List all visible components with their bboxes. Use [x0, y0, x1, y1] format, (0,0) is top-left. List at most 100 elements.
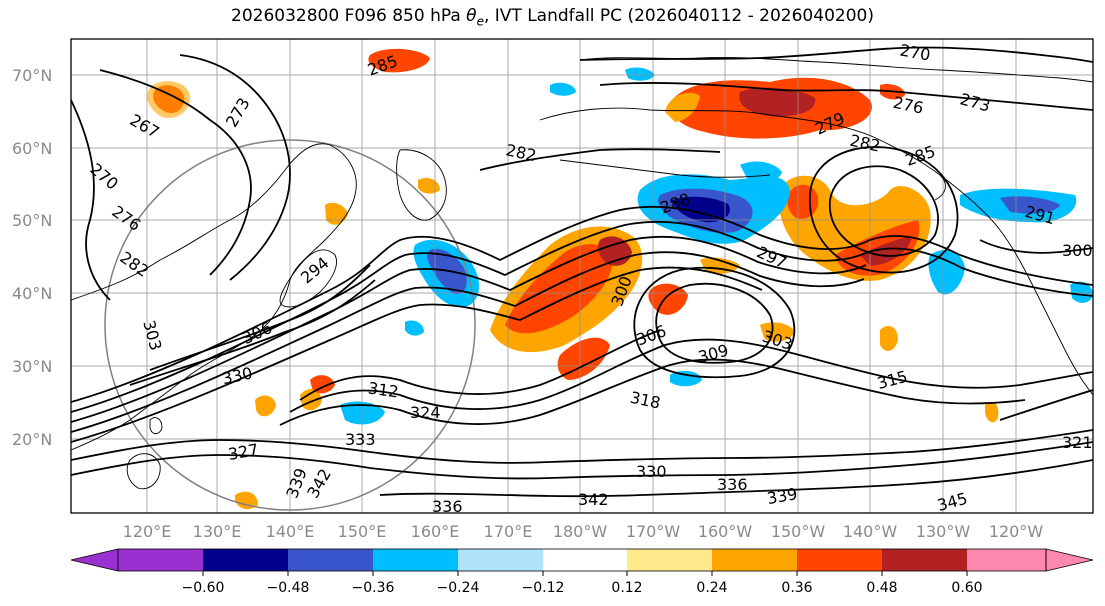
- contour: [149, 264, 371, 371]
- contour: [655, 282, 774, 364]
- contour: [99, 69, 252, 276]
- shade-np-blue-n: [740, 161, 782, 184]
- shade-ne-blue: [625, 67, 655, 81]
- lon-label: 160°W: [698, 522, 753, 541]
- colorbar-tick-label: 0.48: [866, 580, 897, 596]
- shade-sw-orange3: [310, 375, 335, 394]
- lon-label: 150°W: [771, 522, 826, 541]
- shade-goa-darkred: [860, 236, 912, 266]
- colorbar-tick-label: −0.24: [437, 580, 480, 596]
- contour: [279, 358, 1026, 426]
- shade-e-blue: [1070, 281, 1093, 303]
- colorbar-segment: [118, 549, 203, 571]
- coast-japan: [279, 249, 337, 308]
- lon-label: 130°W: [916, 522, 971, 541]
- title-suffix: , IVT Landfall PC (2026040112 - 20260402…: [483, 6, 874, 26]
- contour: [979, 239, 1093, 254]
- contour: [828, 165, 939, 257]
- theta-symbol: θ: [466, 6, 477, 26]
- colorbar-tick-label: −0.12: [522, 580, 565, 596]
- colorbar-segment: [967, 549, 1046, 571]
- coast-northamerica: [939, 174, 1093, 396]
- shade-mid-blue: [405, 320, 424, 336]
- contour: [129, 279, 376, 386]
- contour: [809, 146, 959, 274]
- shade-e-orange: [985, 401, 999, 423]
- coast-kamchatka: [396, 149, 447, 221]
- contour: [999, 389, 1093, 421]
- colorbar-tick-label: 0.12: [611, 580, 642, 596]
- lon-label: 130°E: [193, 522, 242, 541]
- colorbar-segment: [288, 549, 373, 571]
- lon-label: 140°W: [843, 522, 898, 541]
- contour-label: 333: [345, 430, 376, 449]
- contour: [579, 46, 1093, 63]
- contour-label: 300: [1062, 241, 1093, 260]
- contour: [71, 251, 865, 433]
- lat-label: 40°N: [12, 284, 52, 303]
- lon-label: 150°E: [338, 522, 387, 541]
- latitude-labels: 70°N 60°N 50°N 40°N 30°N 20°N: [12, 66, 52, 449]
- shade-ec-blue3: [928, 249, 965, 295]
- theta-e-contours: [71, 46, 1093, 498]
- lon-label: 120°W: [989, 522, 1044, 541]
- lon-label: 170°E: [484, 522, 533, 541]
- page-title: 2026032800 F096 850 hPa θe, IVT Landfall…: [0, 6, 1105, 28]
- shade-s-orange: [235, 491, 258, 510]
- colorbar-under-arrow: [70, 548, 119, 572]
- contour-label: 336: [717, 475, 748, 494]
- colorbar-over-arrow: [1045, 548, 1094, 572]
- contour: [599, 82, 1093, 111]
- colorbar-segment: [882, 549, 967, 571]
- landfall-radius-circle: [104, 139, 476, 511]
- map-frame: 285 270 276 273 279 282 285 282 267 273 …: [70, 38, 1094, 514]
- colorbar-tick-label: 0.24: [696, 580, 727, 596]
- shade-alaska-red: [739, 87, 816, 117]
- shade-mid-orange3: [557, 337, 610, 380]
- theta-subscript: e: [476, 14, 484, 29]
- shade-japan-blue: [427, 249, 467, 295]
- colorbar-segment: [543, 549, 627, 571]
- lon-label: 140°E: [266, 522, 315, 541]
- contour: [71, 99, 111, 301]
- colorbar-tick-label: −0.60: [182, 580, 225, 596]
- lat-label: 50°N: [12, 211, 52, 230]
- shade-kamchatka-orange: [325, 202, 348, 225]
- longitude-labels: 120°E 130°E 140°E 150°E 160°E 170°E 180°…: [123, 522, 1044, 541]
- shade-mid-orange1: [648, 283, 688, 315]
- lon-label: 160°E: [411, 522, 460, 541]
- colorbar-tick-label: 0.60: [951, 580, 982, 596]
- contour-label: 312: [367, 378, 400, 401]
- shading-layer: [147, 48, 1093, 510]
- contour: [71, 441, 1093, 480]
- contour: [379, 459, 1093, 498]
- lat-label: 70°N: [12, 66, 52, 85]
- colorbar: −0.60 −0.48 −0.36 −0.24 −0.12 0.12 0.24 …: [70, 548, 1094, 596]
- contour: [71, 266, 763, 443]
- coast-aleutians: [559, 159, 771, 178]
- colorbar-segment: [458, 549, 543, 571]
- shade-top-orange: [368, 48, 430, 73]
- contour-label: 324: [410, 403, 441, 422]
- title-prefix: 2026032800 F096 850 hPa: [231, 6, 467, 26]
- contour: [633, 266, 796, 379]
- colorbar-segment: [712, 549, 797, 571]
- contour: [71, 429, 1093, 464]
- contour: [299, 329, 661, 401]
- shade-ec-blue2: [1000, 196, 1060, 214]
- colorbar-segment: [627, 549, 712, 571]
- lat-label: 20°N: [12, 430, 52, 449]
- colorbar-segment: [373, 549, 458, 571]
- lon-label: 120°E: [123, 522, 172, 541]
- contour: [71, 205, 1093, 403]
- contour: [479, 148, 721, 171]
- colorbar-tick-label: −0.48: [267, 580, 310, 596]
- graticule: [71, 39, 1093, 513]
- coast-philippines: [126, 453, 161, 490]
- shade-nw-orange: [147, 81, 190, 118]
- colorbar-tick-label: −0.36: [352, 580, 395, 596]
- colorbar-tick-label: 0.36: [781, 580, 812, 596]
- contour: [289, 338, 1093, 413]
- contour: [179, 54, 291, 281]
